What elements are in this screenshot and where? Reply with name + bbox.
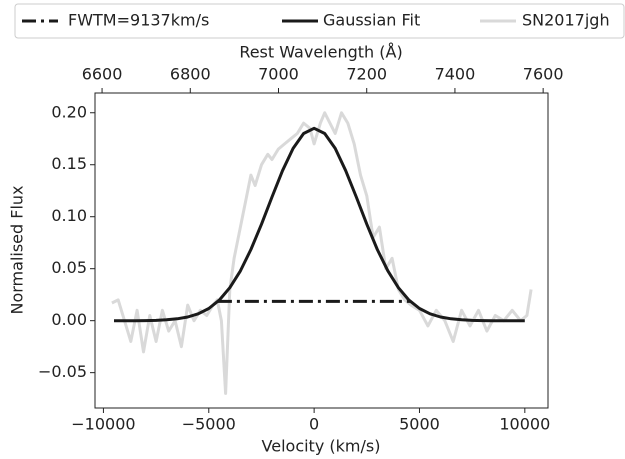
x2-tick-label: 7200	[346, 65, 387, 84]
x2-tick-label: 7400	[435, 65, 476, 84]
legend-label: Gaussian Fit	[323, 11, 420, 30]
x2-axis-label: Rest Wavelength (Å)	[239, 43, 402, 62]
series-line	[114, 126, 525, 323]
x2-tick-label: 6600	[82, 65, 123, 84]
legend-label: FWTM=9137km/s	[68, 11, 209, 30]
x2-tick-label: 7000	[258, 65, 299, 84]
x2-tick-label: 6800	[170, 65, 211, 84]
legend-box	[14, 3, 625, 39]
y-tick-label: −0.05	[38, 362, 87, 381]
x-tick-label: −10000	[71, 415, 135, 434]
x-tick-label: 0	[309, 415, 319, 434]
y-tick-label: 0.15	[51, 154, 87, 173]
y-tick-label: 0.00	[51, 310, 87, 329]
y-tick-label: 0.10	[51, 206, 87, 225]
y-tick-label: 0.20	[51, 102, 87, 121]
legend-label: SN2017jgh	[522, 11, 610, 30]
y-axis-label: Normalised Flux	[8, 185, 27, 314]
x2-tick-label: 7600	[523, 65, 564, 84]
series-line	[111, 111, 533, 395]
x-tick-label: 5000	[399, 415, 440, 434]
x-tick-label: 10000	[499, 415, 550, 434]
x-axis-label: Velocity (km/s)	[262, 437, 381, 456]
x-tick-label: −5000	[182, 415, 236, 434]
plot-frame	[94, 92, 549, 409]
y-tick-label: 0.05	[51, 258, 87, 277]
